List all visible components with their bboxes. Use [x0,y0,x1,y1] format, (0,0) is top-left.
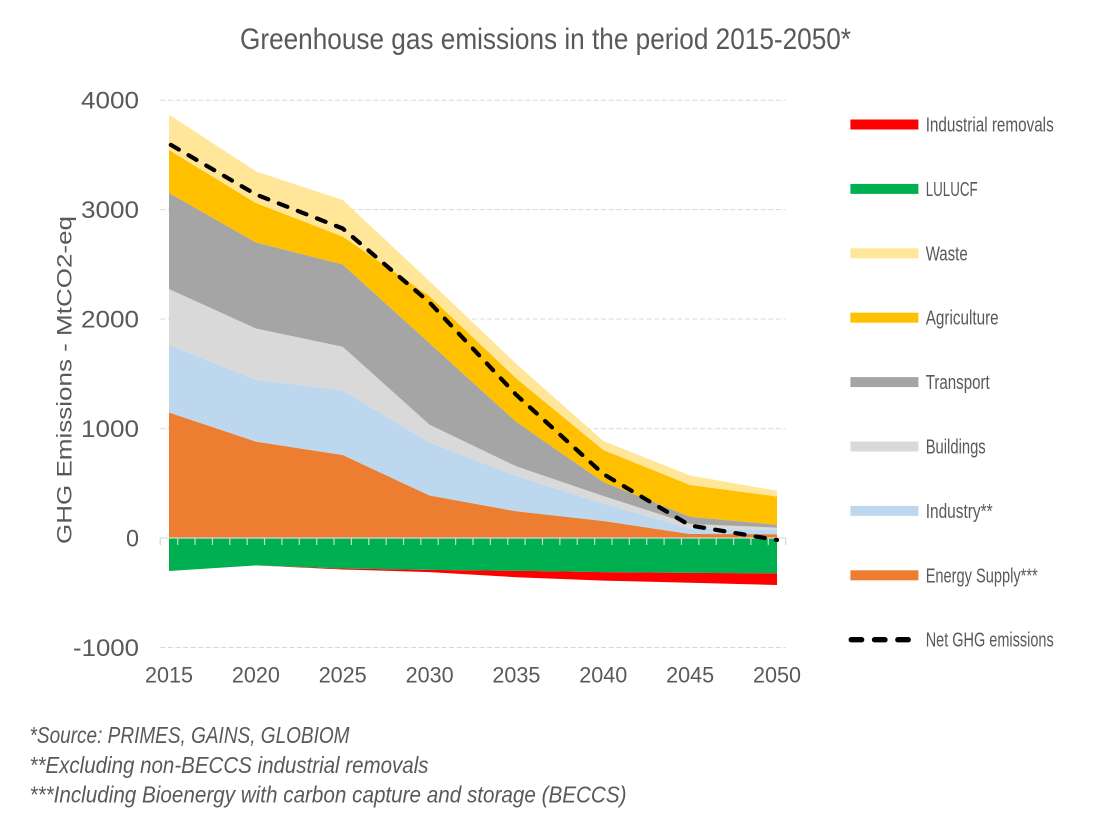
svg-text:**Excluding non-BECCS industri: **Excluding non-BECCS industrial removal… [30,752,429,778]
svg-text:Buildings: Buildings [926,437,986,459]
svg-text:2025: 2025 [319,662,367,687]
svg-text:Energy Supply***: Energy Supply*** [926,565,1038,587]
svg-text:LULUCF: LULUCF [926,179,978,201]
svg-text:Industrial removals: Industrial removals [926,115,1054,137]
svg-text:4000: 4000 [81,88,139,115]
svg-text:Industry**: Industry** [926,501,993,523]
svg-text:2015: 2015 [145,662,193,687]
svg-text:2050: 2050 [753,662,801,687]
svg-text:2000: 2000 [81,307,139,334]
svg-text:3000: 3000 [81,197,139,224]
svg-text:0: 0 [126,526,139,553]
svg-text:2030: 2030 [406,662,454,687]
svg-text:Agriculture: Agriculture [926,308,999,330]
svg-text:***Including Bioenergy with ca: ***Including Bioenergy with carbon captu… [30,782,627,808]
svg-text:Net GHG emissions: Net GHG emissions [926,630,1054,652]
svg-text:2040: 2040 [579,662,627,687]
svg-text:2045: 2045 [666,662,714,687]
svg-text:*Source: PRIMES, GAINS, GLOBIO: *Source: PRIMES, GAINS, GLOBIOM [30,722,351,748]
svg-text:-1000: -1000 [73,635,139,662]
svg-text:Greenhouse gas emissions in th: Greenhouse gas emissions in the period 2… [240,23,851,56]
svg-text:2020: 2020 [232,662,280,687]
svg-text:Transport: Transport [926,372,990,394]
svg-text:GHG Emissions - MtCO2-eq: GHG Emissions - MtCO2-eq [53,216,77,544]
svg-text:2035: 2035 [492,662,540,687]
svg-text:1000: 1000 [81,416,139,443]
svg-text:Waste: Waste [926,243,968,265]
